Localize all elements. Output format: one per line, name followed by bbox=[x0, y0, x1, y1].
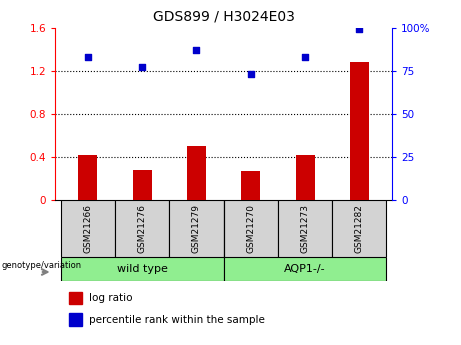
Text: GSM21279: GSM21279 bbox=[192, 204, 201, 253]
Text: genotype/variation: genotype/variation bbox=[1, 261, 81, 270]
Bar bbox=[78, 155, 97, 200]
Bar bbox=[115, 200, 169, 257]
Bar bbox=[187, 146, 206, 200]
Point bbox=[247, 71, 254, 77]
Point bbox=[355, 27, 363, 32]
Bar bbox=[69, 313, 82, 326]
Text: GSM21273: GSM21273 bbox=[301, 204, 309, 253]
Bar bbox=[61, 200, 115, 257]
Bar bbox=[296, 155, 314, 200]
Bar bbox=[332, 200, 386, 257]
Text: percentile rank within the sample: percentile rank within the sample bbox=[89, 315, 265, 325]
Point bbox=[84, 54, 92, 60]
Bar bbox=[169, 200, 224, 257]
Text: wild type: wild type bbox=[117, 264, 168, 274]
Point bbox=[301, 54, 309, 60]
Bar bbox=[133, 170, 152, 200]
Bar bbox=[350, 62, 369, 200]
Text: GSM21282: GSM21282 bbox=[355, 204, 364, 253]
Text: GSM21270: GSM21270 bbox=[246, 204, 255, 253]
Bar bbox=[278, 200, 332, 257]
Bar bbox=[224, 257, 386, 281]
Bar bbox=[224, 200, 278, 257]
Title: GDS899 / H3024E03: GDS899 / H3024E03 bbox=[153, 10, 295, 24]
Text: GSM21266: GSM21266 bbox=[83, 204, 92, 253]
Text: AQP1-/-: AQP1-/- bbox=[284, 264, 326, 274]
Bar bbox=[69, 292, 82, 304]
Text: log ratio: log ratio bbox=[89, 293, 132, 303]
Point bbox=[193, 47, 200, 53]
Bar bbox=[241, 171, 260, 200]
Point bbox=[138, 65, 146, 70]
Bar bbox=[61, 257, 224, 281]
Text: GSM21276: GSM21276 bbox=[138, 204, 147, 253]
